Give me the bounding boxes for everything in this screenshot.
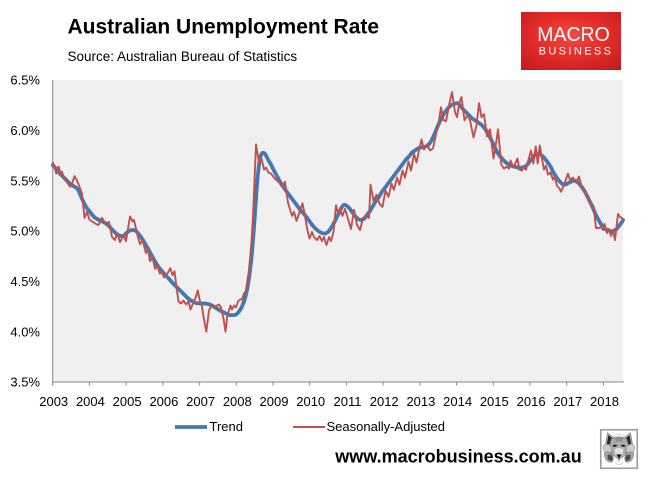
svg-text:Seasonally-Adjusted: Seasonally-Adjusted [327,419,446,434]
svg-text:2007: 2007 [186,394,215,409]
svg-text:2013: 2013 [406,394,435,409]
svg-text:3.5%: 3.5% [10,375,40,390]
svg-text:Source: Australian Bureau of S: Source: Australian Bureau of Statistics [68,49,298,64]
svg-text:www.macrobusiness.com.au: www.macrobusiness.com.au [334,447,581,467]
svg-text:Australian Unemployment Rate: Australian Unemployment Rate [68,16,380,39]
svg-text:2009: 2009 [260,394,289,409]
svg-text:2003: 2003 [39,394,68,409]
svg-text:5.5%: 5.5% [10,173,40,188]
svg-text:6.5%: 6.5% [10,73,40,88]
svg-text:2004: 2004 [76,394,105,409]
svg-text:Trend: Trend [210,419,243,434]
svg-text:2015: 2015 [480,394,509,409]
svg-text:6.0%: 6.0% [10,123,40,138]
svg-text:2010: 2010 [296,394,325,409]
svg-text:MACRO: MACRO [537,24,609,47]
svg-text:2011: 2011 [334,394,362,409]
svg-text:2005: 2005 [113,394,142,409]
svg-text:2016: 2016 [517,394,546,409]
svg-text:2012: 2012 [370,394,399,409]
svg-text:4.0%: 4.0% [10,324,40,339]
svg-text:2006: 2006 [149,394,178,409]
svg-text:BUSINESS: BUSINESS [539,46,614,58]
svg-text:5.0%: 5.0% [10,224,40,239]
svg-text:2017: 2017 [553,394,582,409]
svg-text:2014: 2014 [443,394,472,409]
svg-text:2008: 2008 [223,394,252,409]
svg-text:2018: 2018 [590,394,619,409]
svg-text:4.5%: 4.5% [10,274,40,289]
